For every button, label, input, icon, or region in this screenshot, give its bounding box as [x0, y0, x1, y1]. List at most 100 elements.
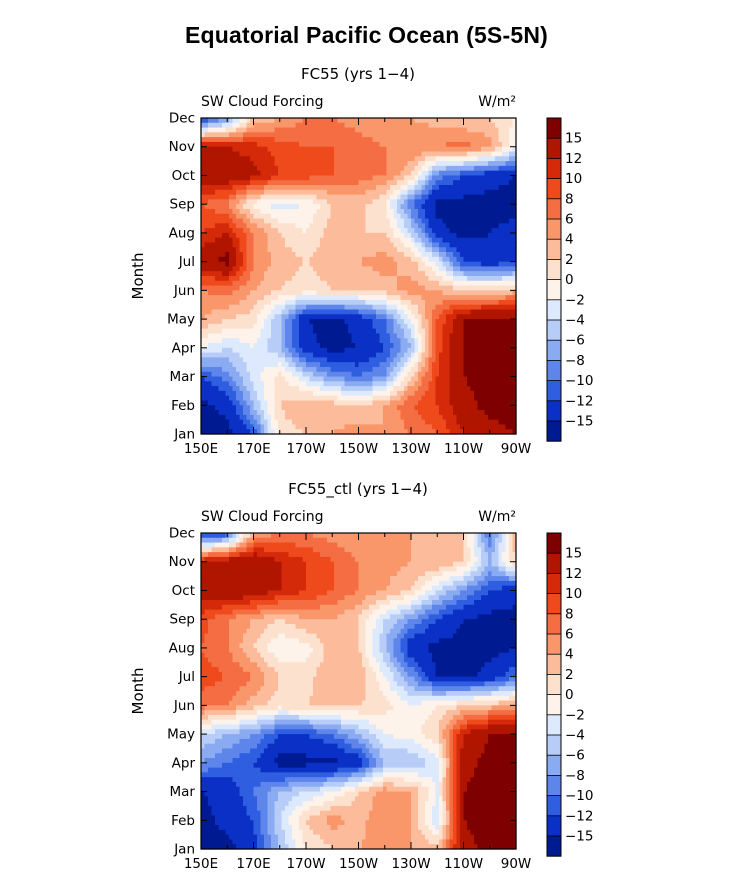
contour-cell: [201, 127, 206, 133]
contour-cell: [253, 271, 258, 277]
contour-cell: [250, 290, 255, 296]
contour-cell: [323, 252, 328, 258]
contour-cell: [418, 376, 423, 382]
contour-cell: [201, 276, 206, 282]
contour-cell: [488, 314, 493, 320]
contour-cell: [358, 343, 363, 349]
contour-cell: [232, 132, 237, 138]
contour-cell: [477, 127, 482, 133]
contour-cell: [201, 347, 206, 354]
contour-cell: [372, 295, 377, 301]
contour-cell: [484, 328, 489, 335]
contour-cell: [250, 319, 255, 325]
contour-cell: [505, 228, 510, 234]
contour-cell: [348, 137, 353, 143]
contour-cell: [411, 247, 416, 253]
contour-cell: [222, 357, 227, 363]
contour-cell: [386, 252, 391, 258]
contour-cell: [299, 252, 304, 258]
contour-cell: [502, 280, 507, 287]
contour-cell: [222, 371, 227, 378]
contour-cell: [351, 343, 356, 349]
contour-cell: [274, 328, 279, 335]
contour-cell: [386, 141, 391, 148]
contour-cell: [442, 247, 447, 253]
contour-cell: [302, 357, 307, 363]
contour-cell: [495, 232, 500, 239]
contour-cell: [225, 314, 230, 320]
contour-cell: [264, 333, 269, 339]
contour-cell: [404, 371, 409, 378]
contour-cell: [278, 343, 283, 349]
contour-cell: [285, 328, 290, 335]
contour-cell: [267, 165, 272, 172]
contour-cell: [320, 252, 325, 258]
contour-cell: [365, 199, 370, 205]
contour-cell: [334, 237, 339, 244]
contour-cell: [281, 343, 286, 349]
contour-cell: [218, 280, 223, 287]
contour-cell: [358, 170, 363, 177]
contour-cell: [201, 256, 206, 263]
contour-cell: [449, 261, 454, 268]
contour-cell: [274, 242, 279, 248]
contour-cell: [414, 357, 419, 363]
contour-cell: [505, 232, 510, 239]
contour-cell: [502, 366, 507, 373]
contour-cell: [253, 127, 258, 133]
contour-cell: [463, 204, 468, 210]
contour-cell: [456, 165, 461, 172]
contour-cell: [481, 252, 486, 258]
contour-cell: [257, 280, 262, 287]
contour-cell: [344, 237, 349, 244]
contour-cell: [271, 366, 276, 373]
contour-cell: [404, 347, 409, 354]
contour-cell: [383, 309, 388, 315]
contour-cell: [474, 333, 479, 339]
contour-cell: [425, 347, 430, 354]
contour-cell: [288, 175, 293, 181]
contour-cell: [271, 232, 276, 239]
contour-cell: [453, 285, 458, 291]
contour-cell: [418, 223, 423, 229]
contour-cell: [470, 323, 475, 330]
contour-cell: [383, 204, 388, 210]
contour-cell: [512, 343, 517, 349]
contour-cell: [264, 376, 269, 382]
contour-cell: [442, 213, 447, 220]
contour-cell: [439, 237, 444, 244]
contour-cell: [456, 333, 461, 339]
contour-cell: [502, 156, 507, 162]
contour-cell: [411, 132, 416, 138]
contour-cell: [495, 170, 500, 177]
contour-cell: [432, 146, 437, 153]
contour-cell: [376, 204, 381, 210]
contour-cell: [390, 252, 395, 258]
contour-cell: [453, 295, 458, 301]
contour-cell: [460, 252, 465, 258]
contour-cell: [512, 357, 517, 363]
contour-cell: [397, 185, 402, 191]
contour-cell: [488, 208, 493, 215]
contour-cell: [449, 290, 454, 296]
contour-cell: [320, 185, 325, 191]
contour-cell: [512, 314, 517, 320]
contour-cell: [274, 304, 279, 311]
contour-cell: [225, 156, 230, 162]
contour-cell: [316, 319, 321, 325]
contour-cell: [222, 223, 227, 229]
contour-cell: [299, 156, 304, 162]
contour-cell: [435, 266, 440, 272]
contour-cell: [348, 151, 353, 157]
contour-cell: [362, 247, 367, 253]
contour-cell: [344, 137, 349, 143]
contour-cell: [218, 213, 223, 220]
contour-cell: [393, 118, 398, 124]
contour-cell: [330, 237, 335, 244]
contour-cell: [442, 347, 447, 354]
contour-cell: [411, 304, 416, 311]
contour-cell: [498, 295, 503, 301]
contour-cell: [365, 180, 370, 186]
contour-cell: [313, 208, 318, 215]
contour-cell: [400, 266, 405, 272]
